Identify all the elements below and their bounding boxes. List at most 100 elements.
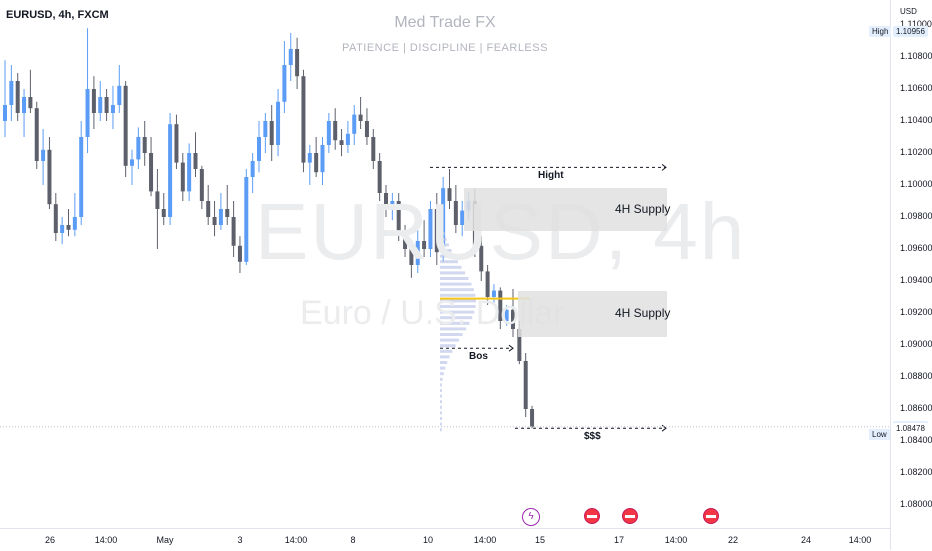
volume-profile-bar (440, 394, 442, 398)
volume-profile-bar (440, 405, 442, 409)
volume-profile-bar (440, 400, 442, 404)
candle-body (110, 105, 115, 113)
time-tick: 15 (534, 535, 546, 545)
candle-body (161, 209, 166, 217)
us-flag-icon[interactable] (584, 508, 600, 524)
volume-profile-bar (440, 411, 442, 415)
volume-profile-bar (440, 361, 448, 364)
price-axis[interactable]: USD 1.11000 1.10800 1.10600 1.10400 1.10200 1… (890, 0, 932, 550)
volume-profile-bar (440, 417, 442, 420)
candle-body (530, 409, 535, 427)
candle-body (180, 162, 185, 192)
candle-body (244, 177, 249, 262)
candle-body (333, 121, 338, 141)
volume-profile-bar (440, 321, 470, 325)
volume-profile-bar (440, 338, 459, 342)
time-tick: 14:00 (284, 535, 308, 545)
supply-zone-upper-label: 4H Supply (615, 201, 671, 216)
candle-body (34, 108, 39, 161)
time-tick: 14:00 (473, 535, 497, 545)
candle-body (511, 309, 515, 329)
candle-body (47, 149, 52, 205)
high-price-badge: 1.10956 (893, 26, 928, 38)
candle-body (212, 217, 217, 225)
candle-body (326, 121, 331, 145)
time-tick: 8 (350, 535, 356, 545)
lightning-icon[interactable]: ϟ (522, 508, 540, 526)
candle-body (123, 85, 128, 166)
volume-profile-bar (440, 389, 442, 392)
candle-body (460, 210, 465, 225)
volume-profile-bar (440, 355, 450, 359)
candle-body (225, 209, 230, 217)
candle-body (295, 49, 300, 77)
supply-zone-lower-label: 4H Supply (615, 305, 671, 320)
volume-profile-bar (440, 254, 455, 258)
time-tick: 24 (800, 535, 812, 545)
price-tick: 1.11000 (900, 19, 932, 29)
supply-zone-lower[interactable] (518, 290, 667, 337)
candle-body (352, 114, 357, 134)
price-tick: 1.09200 (900, 307, 932, 317)
time-axis[interactable]: 26 14:00 May 3 14:00 8 10 14:00 15 17 14:00 22 24 14:… (0, 528, 890, 551)
price-tick: 1.09800 (900, 211, 932, 221)
volume-profile-bar (440, 209, 442, 213)
candle-body (79, 137, 84, 217)
candle-body (60, 225, 65, 233)
candle-body (434, 209, 439, 253)
candle-body (237, 245, 242, 262)
candle-body (85, 89, 90, 137)
candle-body (288, 49, 293, 65)
candlestick-plot[interactable] (0, 0, 890, 528)
candle-body (345, 133, 350, 145)
volume-profile-bar (440, 428, 442, 432)
symbol-title[interactable]: EURUSD, 4h, FXCM (6, 9, 109, 21)
candle-body (523, 361, 528, 409)
candle-body (504, 309, 509, 321)
brand-subtitle: PATIENCE | DISCIPLINE | FEARLESS (342, 42, 548, 54)
liquidity-line-arrow (661, 424, 667, 432)
candle-body (98, 97, 103, 113)
volume-profile-bar (440, 305, 476, 308)
candle-body (396, 201, 401, 233)
candle-body (136, 137, 141, 160)
volume-profile-bar (440, 204, 442, 208)
volume-profile-bar (440, 277, 469, 280)
candle-body (130, 159, 134, 166)
price-tick: 1.09000 (900, 339, 932, 349)
candle-body (41, 149, 46, 161)
volume-profile-bar (440, 344, 456, 348)
candle-body (53, 204, 58, 233)
high-label: High (869, 26, 892, 38)
supply-zone-upper[interactable] (464, 188, 667, 232)
candle-body (422, 241, 427, 249)
volume-profile-bar (440, 232, 445, 236)
candle-body (377, 161, 382, 193)
candle-body (174, 124, 179, 163)
volume-profile-bar (440, 271, 466, 275)
candle-body (206, 201, 211, 217)
price-tick: 1.08400 (900, 435, 932, 445)
us-flag-icon[interactable] (622, 508, 638, 524)
volume-profile-bar (440, 327, 467, 331)
volume-profile-bar (440, 316, 473, 320)
candle-body (415, 241, 420, 265)
candle-body (301, 76, 306, 163)
candle-body (409, 249, 414, 265)
price-tick: 1.10200 (900, 147, 932, 157)
candle-body (199, 169, 204, 201)
candle-body (187, 153, 192, 192)
candle-body (517, 329, 522, 361)
us-flag-icon[interactable] (703, 508, 719, 524)
volume-profile-bar (440, 243, 449, 247)
liquidity-label: $$$ (584, 431, 601, 443)
low-price-badge: 1.08478 (893, 422, 928, 434)
time-tick: 14:00 (94, 535, 118, 545)
candle-body (282, 65, 287, 102)
volume-profile-bar (440, 422, 442, 426)
candle-body (307, 153, 312, 163)
volume-profile-bar (440, 349, 453, 353)
time-tick: 17 (613, 535, 625, 545)
volume-profile-bar (440, 265, 462, 269)
candle-body (257, 137, 261, 161)
